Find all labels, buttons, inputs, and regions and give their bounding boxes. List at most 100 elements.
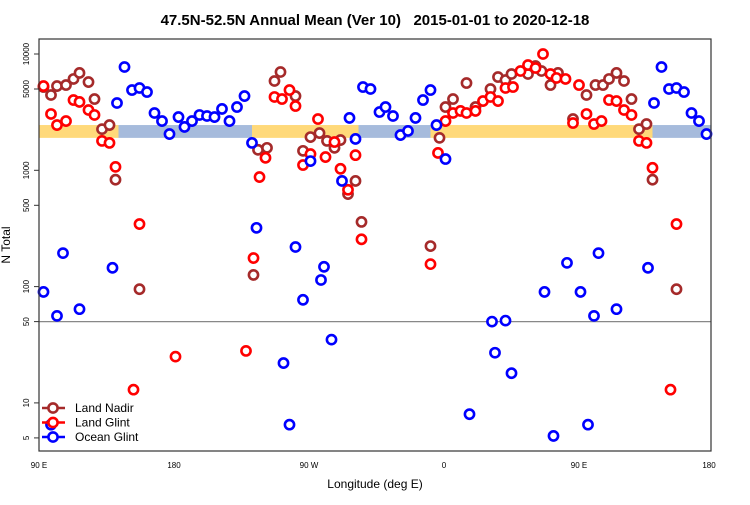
- data-point: [439, 115, 452, 127]
- data-point: [463, 408, 476, 421]
- data-point: [592, 247, 605, 260]
- data-point: [336, 175, 348, 187]
- data-point: [409, 112, 422, 124]
- data-point: [37, 80, 50, 92]
- data-point: [379, 101, 392, 113]
- data-point: [505, 367, 518, 380]
- data-point: [276, 93, 288, 105]
- data-point: [45, 108, 57, 120]
- data-point: [642, 261, 654, 274]
- data-point: [469, 105, 482, 117]
- data-point: [685, 107, 698, 119]
- data-point: [163, 128, 176, 140]
- data-point: [111, 97, 123, 109]
- data-point: [514, 65, 527, 77]
- data-point: [289, 241, 302, 253]
- data-point: [664, 383, 677, 396]
- series-ocean-glint: [37, 61, 713, 442]
- band-segment-ocean: [358, 125, 431, 138]
- data-point: [334, 162, 347, 175]
- data-point: [670, 283, 683, 296]
- y-tick-label: 10: [22, 398, 31, 407]
- data-point: [640, 118, 653, 130]
- data-point: [349, 149, 362, 162]
- x-tick-label: 0: [442, 461, 447, 470]
- data-point: [355, 233, 368, 246]
- data-point: [499, 314, 512, 327]
- data-point: [133, 218, 146, 230]
- data-point: [328, 136, 341, 148]
- data-point: [304, 131, 317, 143]
- data-point: [37, 286, 50, 298]
- data-point: [318, 260, 330, 273]
- data-point: [580, 108, 593, 120]
- data-point: [304, 155, 317, 167]
- data-point: [670, 218, 683, 230]
- data-point: [247, 269, 260, 281]
- series-land-nadir: [37, 60, 683, 296]
- data-point: [544, 79, 557, 91]
- x-tick-label: 180: [167, 461, 181, 470]
- data-point: [640, 137, 653, 149]
- data-point: [387, 110, 399, 122]
- data-point: [315, 274, 327, 286]
- data-point: [700, 128, 713, 140]
- data-point: [693, 115, 705, 127]
- band-segment-land: [252, 125, 359, 138]
- data-point: [486, 315, 498, 328]
- legend-label: Ocean Glint: [75, 430, 139, 444]
- data-point: [106, 261, 119, 274]
- data-point: [82, 76, 95, 88]
- plot-frame: [38, 38, 712, 452]
- data-point: [417, 94, 429, 106]
- data-point: [103, 137, 116, 149]
- data-point: [349, 133, 362, 145]
- data-point: [355, 216, 368, 228]
- legend-label: Land Glint: [75, 416, 130, 430]
- y-tick-label: 100: [22, 279, 31, 293]
- data-point: [343, 112, 356, 124]
- data-point: [447, 93, 459, 105]
- data-point: [169, 350, 182, 363]
- data-point: [364, 83, 377, 95]
- data-point: [118, 61, 131, 73]
- x-axis: 90 E 180 90 W 0 90 E 180: [31, 461, 716, 470]
- data-point: [402, 125, 414, 137]
- data-point: [573, 79, 585, 91]
- data-point: [625, 109, 638, 121]
- y-axis-label: N Total: [0, 226, 13, 263]
- y-tick-label: 10000: [22, 42, 31, 65]
- data-point: [277, 357, 290, 369]
- data-point: [283, 84, 296, 96]
- coverage-band: [39, 125, 711, 138]
- data-point: [424, 240, 437, 252]
- x-tick-label: 90 W: [300, 461, 319, 470]
- data-point: [538, 286, 551, 298]
- data-point: [88, 93, 101, 105]
- y-tick-label: 5: [22, 435, 31, 440]
- data-point: [424, 258, 437, 271]
- data-point: [610, 95, 623, 107]
- data-point: [103, 119, 116, 131]
- data-point: [424, 84, 437, 96]
- data-point: [238, 90, 251, 102]
- legend-marker: [47, 431, 59, 443]
- data-point: [274, 66, 287, 78]
- data-point: [186, 115, 198, 127]
- data-point: [432, 147, 444, 159]
- data-point: [582, 418, 594, 431]
- data-point: [567, 117, 579, 129]
- data-point: [561, 256, 573, 269]
- data-point: [460, 77, 473, 89]
- data-point: [88, 109, 101, 121]
- y-tick-label: 5000: [22, 80, 31, 98]
- data-point: [325, 333, 338, 346]
- data-point: [678, 86, 690, 98]
- data-point: [439, 153, 452, 165]
- data-point: [133, 283, 146, 296]
- data-point: [178, 121, 191, 133]
- data-point: [588, 309, 600, 322]
- y-tick-label: 500: [22, 198, 31, 212]
